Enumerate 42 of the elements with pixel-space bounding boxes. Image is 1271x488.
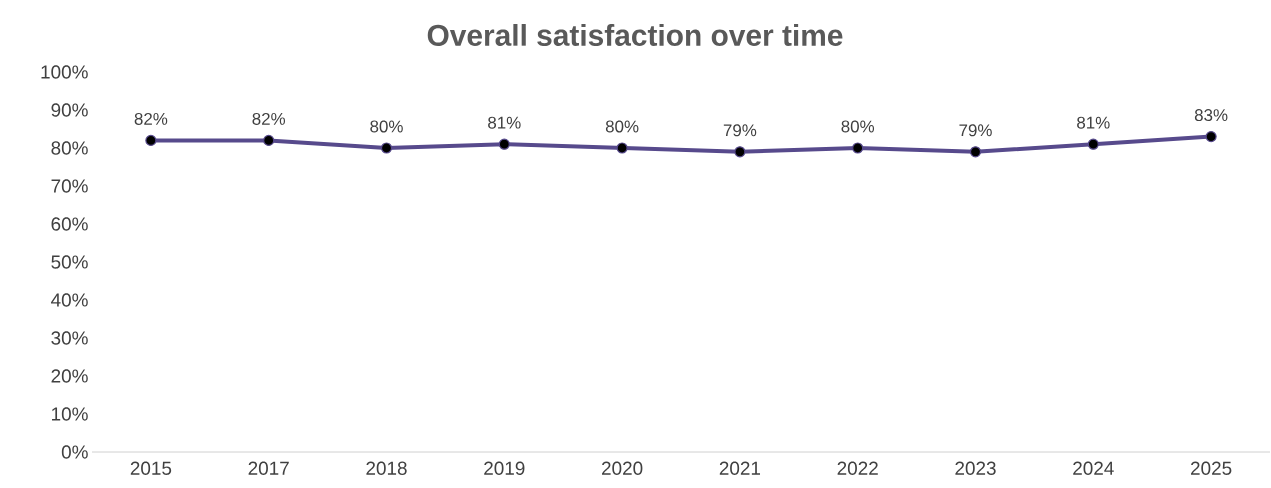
data-label: 79% xyxy=(723,124,757,137)
point xyxy=(969,146,982,158)
x-tick-label: 2019 xyxy=(484,461,525,475)
x-tick-label: 2024 xyxy=(1073,461,1114,475)
point xyxy=(616,142,628,154)
y-tick-label: 90% xyxy=(51,103,88,117)
y-tick-label: 60% xyxy=(51,217,88,231)
y-tick-label: 70% xyxy=(51,179,88,193)
point xyxy=(145,134,157,146)
y-tick-label: 30% xyxy=(51,331,88,345)
point xyxy=(263,134,275,146)
data-label: 80% xyxy=(605,120,639,133)
x-tick-label: 2020 xyxy=(602,461,643,475)
data-label: 81% xyxy=(488,116,521,129)
y-tick-label: 40% xyxy=(51,293,88,307)
x-tick-label: 2018 xyxy=(366,461,407,475)
y-tick-label: 80% xyxy=(51,141,88,155)
point xyxy=(734,146,746,158)
y-tick-label: 50% xyxy=(51,255,88,269)
point xyxy=(1087,138,1099,150)
y-tick-label: 0% xyxy=(61,445,88,459)
x-tick-label: 2023 xyxy=(955,461,996,475)
y-tick-label: 100% xyxy=(41,65,88,79)
chart-title: Overall satisfaction over time xyxy=(427,24,843,46)
x-tick-label: 2017 xyxy=(248,461,289,475)
x-tick-label: 2022 xyxy=(837,461,878,475)
point xyxy=(380,142,393,154)
data-label: 80% xyxy=(370,120,403,133)
y-tick-label: 20% xyxy=(51,369,88,383)
data-label: 82% xyxy=(252,112,286,125)
x-tick-label: 2021 xyxy=(719,461,761,475)
data-label: 80% xyxy=(841,120,875,133)
point xyxy=(1205,131,1217,143)
x-tick-label: 2025 xyxy=(1191,461,1232,475)
data-label: 81% xyxy=(1077,116,1110,129)
y-tick-label: 10% xyxy=(52,407,88,421)
point xyxy=(852,142,864,154)
data-label: 83% xyxy=(1194,109,1228,122)
x-tick-label: 2015 xyxy=(130,461,172,475)
point xyxy=(498,138,510,150)
data-label: 82% xyxy=(134,112,168,125)
data-label: 79% xyxy=(959,124,992,137)
